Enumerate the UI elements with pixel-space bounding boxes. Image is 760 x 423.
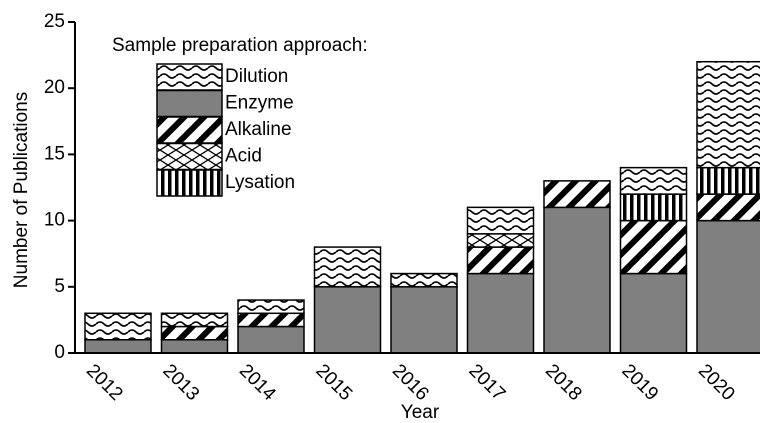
bar-segment (160, 312, 229, 328)
y-axis-label: Number of Publications (11, 92, 32, 288)
legend-swatch (156, 89, 223, 118)
x-tick-label: 2015 (311, 360, 356, 405)
bar-segment (466, 246, 535, 275)
legend-label: Acid (225, 146, 262, 167)
legend-swatch (156, 169, 223, 197)
bar-segment (313, 286, 382, 354)
bar-segment (237, 299, 305, 315)
legend-swatch (156, 63, 223, 91)
bar-segment (237, 325, 305, 354)
bar-segment (619, 193, 688, 222)
x-tick-label: 2013 (158, 360, 203, 405)
x-tick-label: 2017 (464, 360, 509, 405)
bar-segment (466, 206, 535, 235)
y-tick-label: 0 (54, 342, 65, 363)
legend-label: Alkaline (225, 119, 292, 140)
legend-title: Sample preparation approach: (112, 35, 368, 56)
bar-segment (160, 339, 229, 354)
bar-segment (619, 272, 688, 354)
x-tick-label: 2020 (694, 360, 739, 405)
bar-segment (619, 219, 688, 275)
bar-segment (466, 272, 535, 354)
y-tick-label: 15 (44, 143, 65, 164)
bar-segment (313, 246, 382, 288)
bar-segment (466, 233, 535, 248)
x-axis-label: Year (401, 402, 440, 423)
y-tick-label: 5 (54, 276, 65, 297)
x-tick-label: 2014 (235, 360, 280, 405)
bar-segment (390, 272, 458, 288)
bar-segment (160, 325, 229, 341)
y-tick-label: 20 (44, 77, 65, 98)
legend-swatch (156, 116, 223, 144)
legend-swatch (156, 142, 223, 171)
y-tick-label: 10 (44, 210, 65, 231)
bar-segment (390, 286, 458, 354)
legend-label: Enzyme (225, 93, 294, 114)
bar-segment (543, 206, 611, 354)
bar-segment (696, 193, 760, 222)
legend-label: Dilution (225, 66, 288, 87)
y-tick-label: 25 (44, 11, 65, 32)
bar-segment (237, 312, 305, 328)
bar-segment (696, 219, 760, 354)
bar-segment (84, 312, 152, 341)
x-tick-label: 2012 (82, 360, 127, 405)
bar-segment (696, 60, 760, 169)
bar-segment (696, 166, 760, 195)
legend-label: Lysation (225, 172, 295, 193)
x-tick-label: 2018 (541, 360, 586, 405)
x-tick-label: 2016 (388, 360, 433, 405)
bar-segment (619, 166, 688, 195)
bar-segment (543, 180, 611, 209)
bar-segment (84, 339, 152, 354)
x-tick-label: 2019 (617, 360, 662, 405)
